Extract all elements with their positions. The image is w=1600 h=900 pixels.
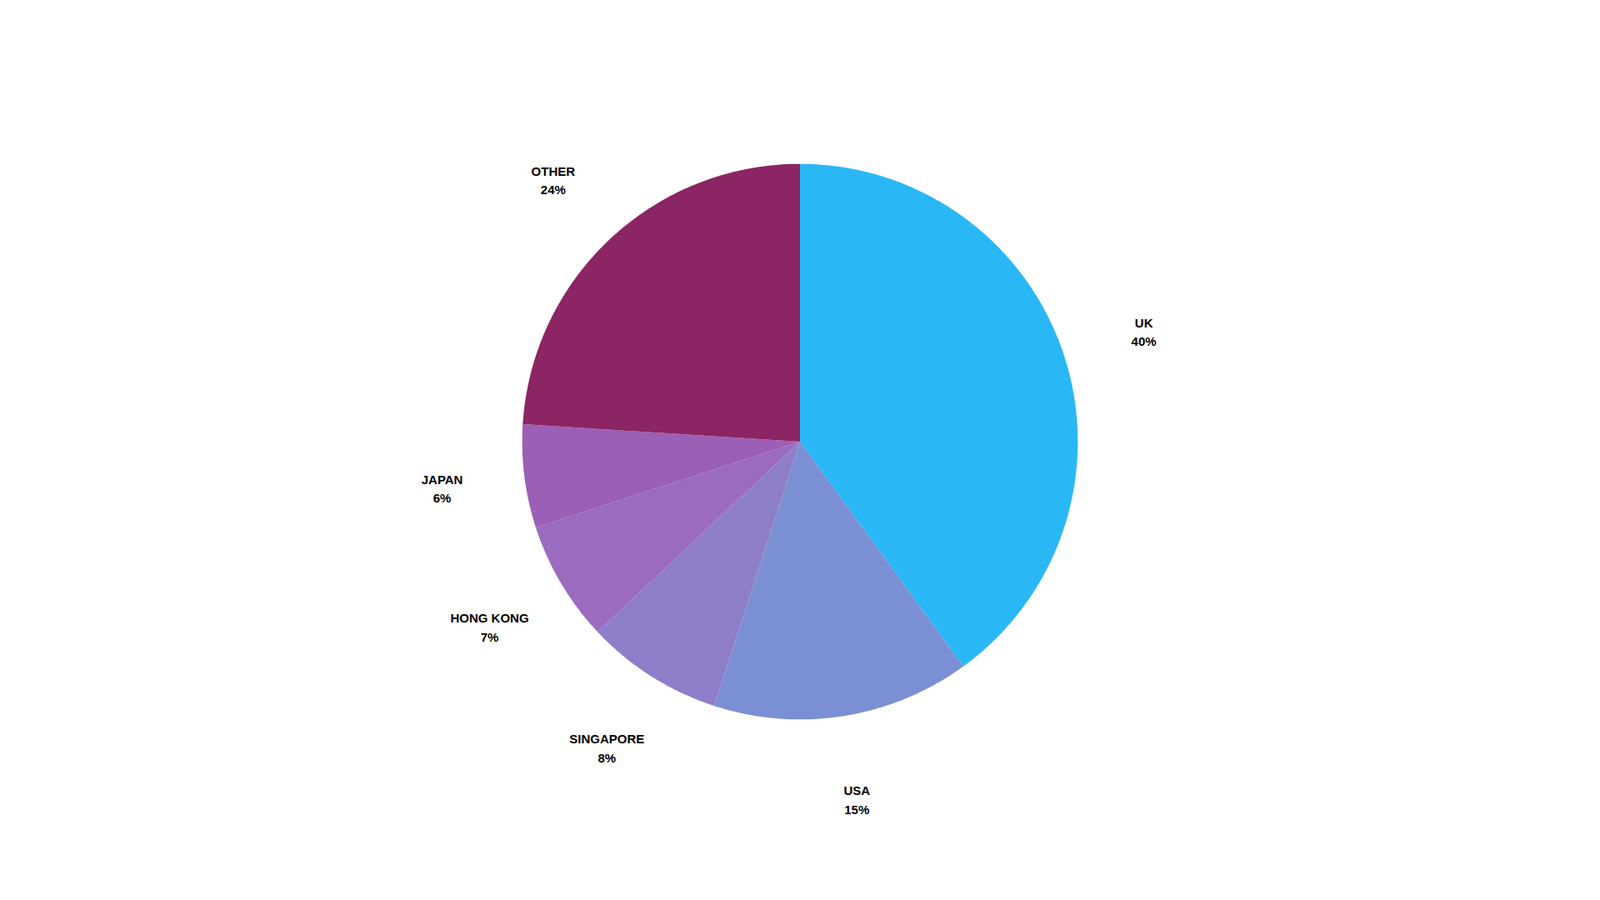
svg-text:UK40%: UK40% — [1131, 315, 1157, 350]
svg-text:SINGAPORE8%: SINGAPORE8% — [569, 731, 645, 765]
svg-text:OTHER24%: OTHER24% — [531, 164, 576, 198]
svg-text:JAPAN6%: JAPAN6% — [421, 472, 464, 506]
svg-text:USA15%: USA15% — [843, 783, 870, 817]
svg-text:HONG KONG7%: HONG KONG7% — [450, 610, 529, 645]
